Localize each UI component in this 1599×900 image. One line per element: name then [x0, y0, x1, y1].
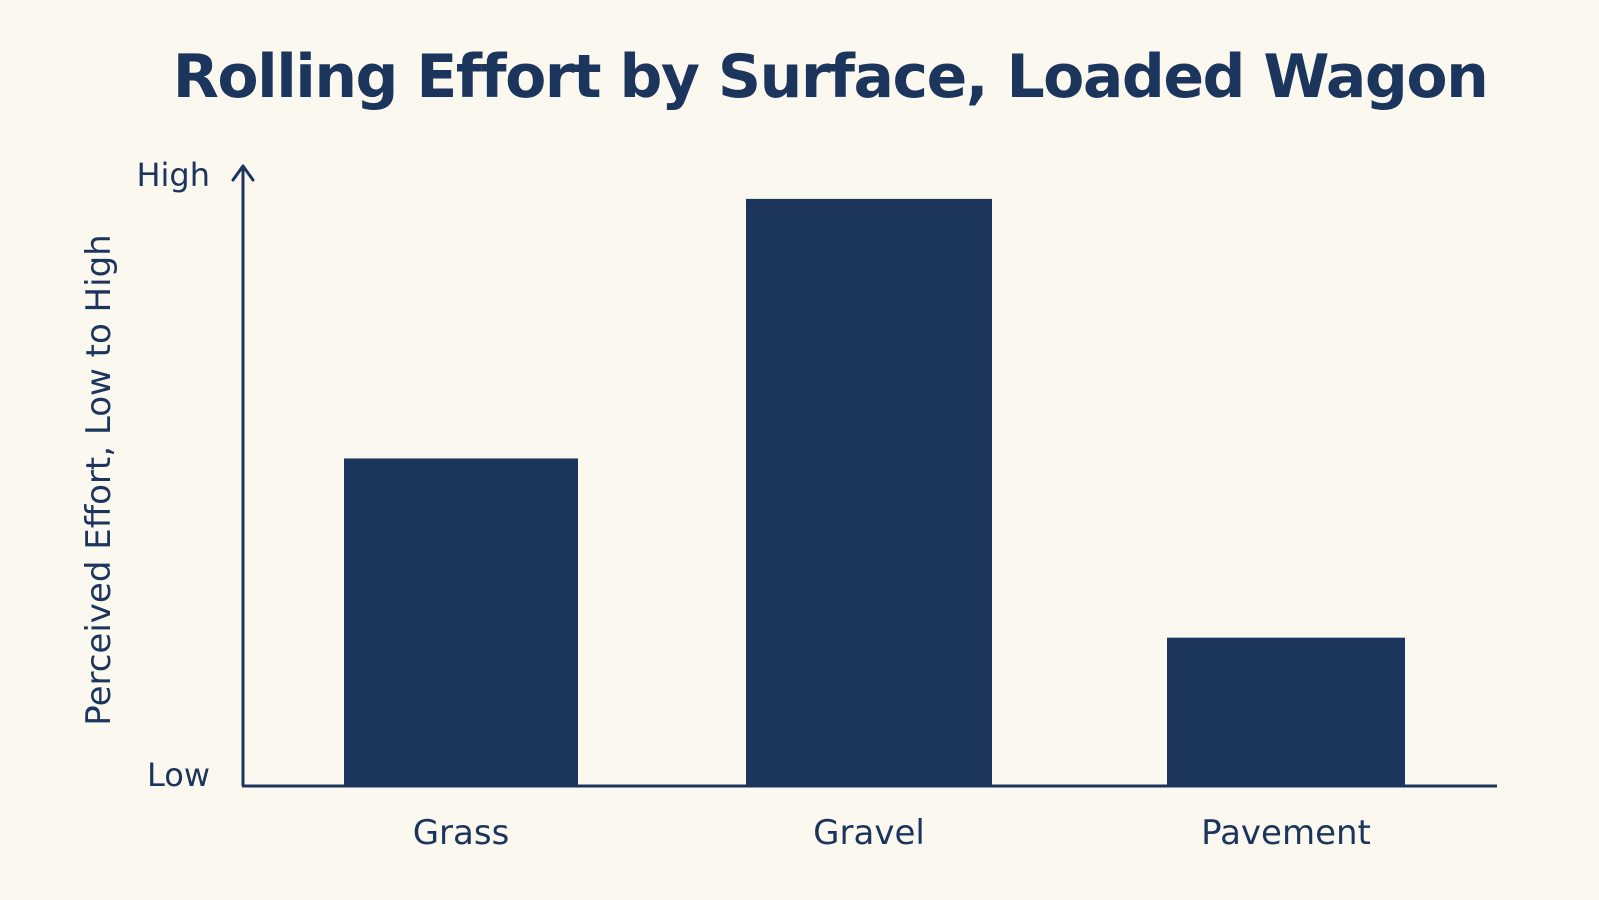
y-axis-arrow-icon [231, 164, 255, 182]
y-tick-label-high: High [136, 156, 210, 194]
x-tick-label-pavement: Pavement [1201, 813, 1371, 853]
y-axis-label: Perceived Effort, Low to High [79, 234, 119, 725]
bar-pavement [1167, 637, 1405, 786]
bars-layer [344, 198, 1405, 786]
x-tick-label-grass: Grass [413, 813, 510, 853]
x-tick-labels: Grass Gravel Pavement [413, 813, 1371, 853]
y-tick-label-low: Low [147, 756, 210, 794]
bar-grass [344, 458, 578, 786]
x-tick-label-gravel: Gravel [813, 813, 925, 853]
chart-title: Rolling Effort by Surface, Loaded Wagon [172, 42, 1489, 112]
bar-gravel [746, 198, 992, 786]
